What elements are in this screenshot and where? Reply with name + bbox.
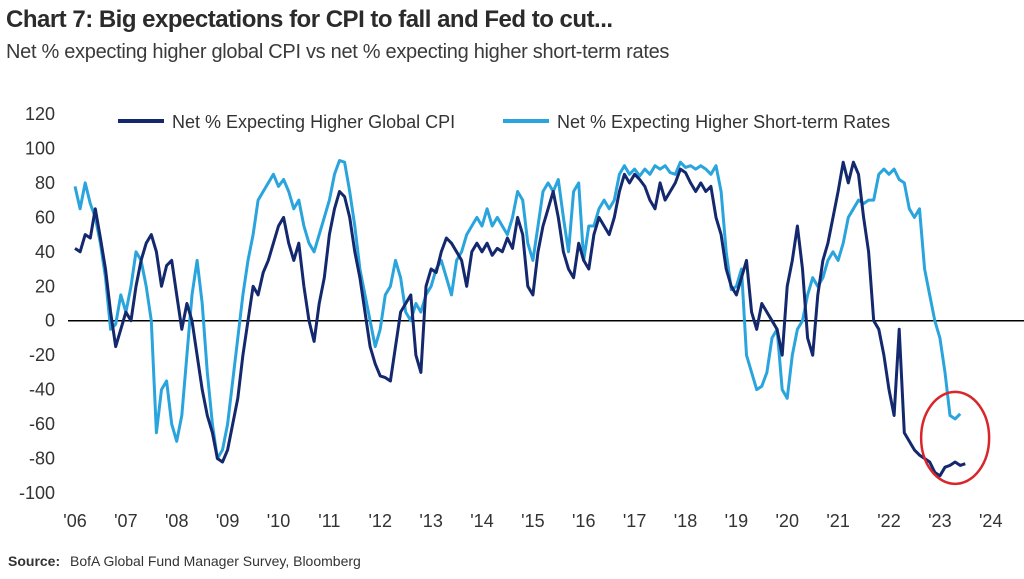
source-text: BofA Global Fund Manager Survey, Bloombe… xyxy=(70,553,361,569)
x-tick-label: '24 xyxy=(979,511,1002,531)
x-tick-label: '18 xyxy=(674,511,697,531)
y-tick-label: 0 xyxy=(45,311,55,331)
x-tick-label: '07 xyxy=(114,511,137,531)
x-tick-label: '08 xyxy=(165,511,188,531)
x-tick-label: '06 xyxy=(63,511,86,531)
x-tick-label: '10 xyxy=(267,511,290,531)
series-layer xyxy=(73,159,966,478)
legend: Net % Expecting Higher Global CPI Net % E… xyxy=(118,112,890,132)
source-label: Source: xyxy=(8,553,61,569)
y-tick-label: -20 xyxy=(29,345,55,365)
series-line-cpi xyxy=(74,160,966,478)
x-tick-label: '21 xyxy=(826,511,849,531)
x-tick-label: '17 xyxy=(623,511,646,531)
x-tick-label: '09 xyxy=(216,511,239,531)
y-tick-label: 60 xyxy=(35,207,55,227)
x-tick-label: '16 xyxy=(572,511,595,531)
series-line-rates xyxy=(73,159,962,460)
y-tick-label: 100 xyxy=(25,138,55,158)
highlight-ellipse xyxy=(919,390,991,486)
legend-item-rates-label: Net % Expecting Higher Short-term Rates xyxy=(557,112,890,132)
x-tick-label: '12 xyxy=(369,511,392,531)
y-tick-label: 40 xyxy=(35,242,55,262)
x-tick-label: '13 xyxy=(419,511,442,531)
x-tick-label: '14 xyxy=(470,511,493,531)
chart-title: Chart 7: Big expectations for CPI to fal… xyxy=(6,6,613,33)
y-tick-label: 80 xyxy=(35,173,55,193)
x-tick-label: '19 xyxy=(725,511,748,531)
x-tick-label: '22 xyxy=(877,511,900,531)
y-tick-label: -80 xyxy=(29,449,55,469)
x-axis-ticks: '06 '07 '08 '09 '10 '11 '12 '13 '14 '15 '16 '17 '18 '… xyxy=(63,511,1002,531)
y-tick-label: -40 xyxy=(29,380,55,400)
chart-subtitle: Net % expecting higher global CPI vs net… xyxy=(6,41,670,63)
y-tick-label: -60 xyxy=(29,414,55,434)
y-tick-label: 120 xyxy=(25,104,55,124)
x-tick-label: '23 xyxy=(928,511,951,531)
legend-item-cpi-label: Net % Expecting Higher Global CPI xyxy=(172,112,455,132)
x-tick-label: '20 xyxy=(776,511,799,531)
y-tick-label: 20 xyxy=(35,276,55,296)
source-note: Source: BofA Global Fund Manager Survey,… xyxy=(8,553,361,569)
x-tick-label: '15 xyxy=(521,511,544,531)
y-tick-label: -100 xyxy=(19,483,55,503)
x-tick-label: '11 xyxy=(318,511,340,531)
y-axis-ticks: 120 100 80 60 40 20 0 -20 -40 -60 -80 -100 xyxy=(19,104,55,503)
